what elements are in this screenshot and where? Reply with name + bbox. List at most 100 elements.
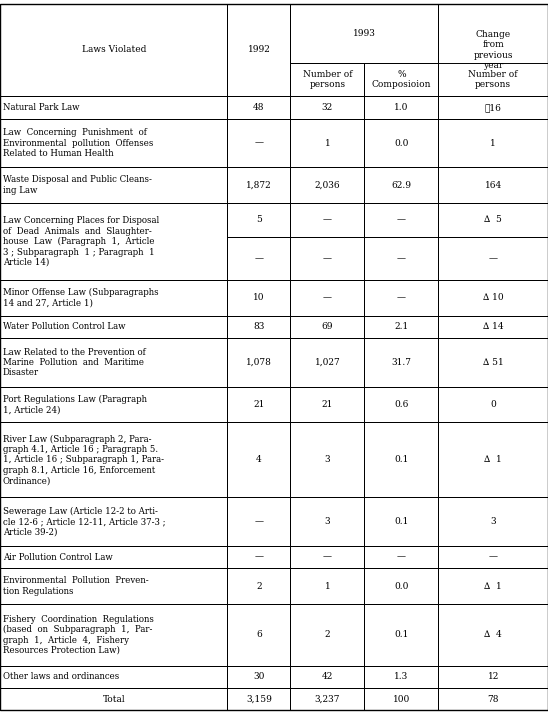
Bar [290, 688, 364, 710]
Text: 1: 1 [324, 582, 330, 590]
Text: 3: 3 [324, 456, 330, 464]
Text: 42: 42 [322, 673, 333, 681]
Bar [364, 316, 438, 338]
Text: 1: 1 [324, 139, 330, 148]
Bar [227, 280, 290, 316]
Bar [290, 498, 364, 546]
Bar [290, 63, 364, 96]
Text: 1,027: 1,027 [315, 358, 340, 367]
Text: 32: 32 [322, 103, 333, 112]
Text: 0.1: 0.1 [394, 456, 409, 464]
Text: Number of
persons: Number of persons [469, 70, 518, 89]
Bar [0, 422, 227, 498]
Bar [0, 167, 227, 203]
Text: —: — [323, 216, 332, 224]
Text: 0.1: 0.1 [394, 517, 409, 526]
Text: Fishery  Coordination  Regulations
(based  on  Subparagraph  1,  Par-
graph  1, : Fishery Coordination Regulations (based … [3, 615, 153, 655]
Bar [290, 604, 364, 665]
Text: ∆ 51: ∆ 51 [483, 358, 504, 367]
Text: Minor Offense Law (Subparagraphs
14 and 27, Article 1): Minor Offense Law (Subparagraphs 14 and … [3, 288, 158, 308]
Text: Laws Violated: Laws Violated [82, 46, 146, 54]
Text: 1: 1 [490, 139, 496, 148]
Bar [438, 338, 548, 387]
Bar [227, 568, 290, 604]
Bar [364, 237, 438, 280]
Text: 2.1: 2.1 [394, 323, 409, 331]
Bar [364, 96, 438, 119]
Text: ∆  5: ∆ 5 [484, 216, 502, 224]
Text: —: — [254, 254, 264, 263]
Text: —: — [489, 254, 498, 263]
Text: 62.9: 62.9 [391, 181, 412, 190]
Text: Waste Disposal and Public Cleans-
ing Law: Waste Disposal and Public Cleans- ing La… [3, 176, 152, 195]
Text: Sewerage Law (Article 12-2 to Arti-
cle 12-6 ; Article 12-11, Article 37-3 ;
Art: Sewerage Law (Article 12-2 to Arti- cle … [3, 507, 165, 537]
Text: 100: 100 [393, 695, 410, 704]
Bar [290, 316, 364, 338]
Bar [438, 96, 548, 119]
Bar [290, 546, 364, 568]
Text: 2: 2 [256, 582, 262, 590]
Text: Total: Total [102, 695, 125, 704]
Bar [0, 498, 227, 546]
Bar [290, 338, 364, 387]
Bar [438, 63, 548, 96]
Bar [364, 422, 438, 498]
Bar [290, 665, 364, 688]
Text: 30: 30 [253, 673, 265, 681]
Bar [0, 546, 227, 568]
Bar [438, 665, 548, 688]
Bar [364, 338, 438, 387]
Bar [364, 688, 438, 710]
Text: 1.0: 1.0 [394, 103, 409, 112]
Bar [364, 546, 438, 568]
Text: 1.3: 1.3 [394, 673, 409, 681]
Text: 0.0: 0.0 [394, 582, 409, 590]
Bar [290, 203, 364, 237]
Bar [0, 203, 227, 280]
Text: 164: 164 [484, 181, 502, 190]
Bar [438, 604, 548, 665]
Text: ∆  1: ∆ 1 [484, 582, 502, 590]
Bar [0, 338, 227, 387]
Bar [438, 203, 548, 237]
Text: 1992: 1992 [248, 46, 270, 54]
Bar [0, 568, 227, 604]
Text: Other laws and ordinances: Other laws and ordinances [3, 673, 119, 681]
Bar [438, 119, 548, 167]
Text: ∆ 14: ∆ 14 [483, 323, 504, 331]
Bar [438, 546, 548, 568]
Text: —: — [397, 254, 406, 263]
Text: —: — [323, 553, 332, 562]
Bar [0, 665, 227, 688]
Bar [0, 4, 227, 96]
Bar [438, 280, 548, 316]
Text: Natural Park Law: Natural Park Law [3, 103, 79, 112]
Bar [227, 167, 290, 203]
Text: 12: 12 [488, 673, 499, 681]
Text: —: — [254, 553, 264, 562]
Bar [364, 167, 438, 203]
Bar [438, 498, 548, 546]
Text: 5: 5 [256, 216, 262, 224]
Bar [0, 604, 227, 665]
Text: ∖16: ∖16 [485, 103, 501, 112]
Text: 0.6: 0.6 [394, 400, 409, 409]
Text: Environmental  Pollution  Preven-
tion Regulations: Environmental Pollution Preven- tion Reg… [3, 576, 149, 595]
Bar [227, 546, 290, 568]
Text: —: — [323, 254, 332, 263]
Bar [227, 96, 290, 119]
Bar [227, 316, 290, 338]
Text: 21: 21 [253, 400, 265, 409]
Bar [364, 665, 438, 688]
Text: Change
from
previous
year: Change from previous year [473, 30, 513, 70]
Text: —: — [397, 293, 406, 303]
Text: —: — [254, 517, 264, 526]
Bar [227, 338, 290, 387]
Bar [0, 96, 227, 119]
Bar [227, 665, 290, 688]
Bar [227, 688, 290, 710]
Text: 21: 21 [322, 400, 333, 409]
Bar [438, 688, 548, 710]
Text: 0: 0 [490, 400, 496, 409]
Text: Law  Concerning  Punishment  of
Environmental  pollution  Offenses
Related to Hu: Law Concerning Punishment of Environment… [3, 128, 153, 158]
